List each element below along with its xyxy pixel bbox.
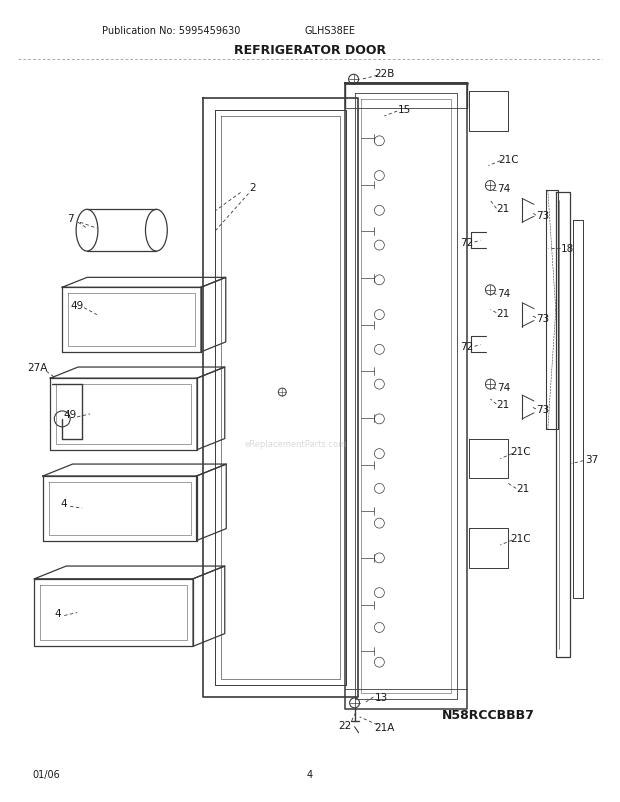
Text: 73: 73: [536, 314, 549, 323]
Text: 49: 49: [63, 409, 77, 419]
Text: 2: 2: [249, 183, 256, 193]
Text: 21C: 21C: [510, 446, 531, 456]
Text: 21: 21: [497, 204, 510, 214]
Text: REFRIGERATOR DOOR: REFRIGERATOR DOOR: [234, 44, 386, 57]
Text: 4: 4: [307, 769, 313, 780]
Text: 27A: 27A: [27, 363, 48, 373]
Text: Publication No: 5995459630: Publication No: 5995459630: [102, 26, 241, 35]
Text: 21: 21: [497, 308, 510, 318]
Text: 21: 21: [516, 484, 529, 494]
Text: 4: 4: [61, 499, 68, 508]
Text: eReplacementParts.com: eReplacementParts.com: [244, 439, 346, 448]
Text: 22: 22: [338, 720, 352, 730]
Text: 73: 73: [536, 211, 549, 221]
Text: 74: 74: [497, 289, 510, 298]
Text: 49: 49: [71, 300, 84, 310]
Text: 37: 37: [585, 454, 598, 464]
Text: 74: 74: [497, 184, 510, 194]
Text: 22B: 22B: [374, 69, 394, 79]
Text: 21: 21: [497, 399, 510, 410]
Text: 72: 72: [460, 342, 473, 352]
Text: 18: 18: [561, 244, 574, 253]
Text: 7: 7: [67, 214, 74, 224]
Text: GLHS38EE: GLHS38EE: [304, 26, 355, 35]
Text: 13: 13: [374, 692, 388, 702]
Text: N58RCCBBB7: N58RCCBBB7: [442, 708, 535, 722]
Text: 72: 72: [460, 238, 473, 248]
Text: 21A: 21A: [374, 722, 394, 731]
Text: 15: 15: [397, 105, 411, 115]
Text: 74: 74: [497, 383, 510, 393]
Text: 21C: 21C: [510, 533, 531, 544]
Text: 21C: 21C: [498, 155, 518, 164]
Text: 73: 73: [536, 404, 549, 415]
Text: 4: 4: [54, 608, 61, 618]
Text: 01/06: 01/06: [32, 769, 60, 780]
